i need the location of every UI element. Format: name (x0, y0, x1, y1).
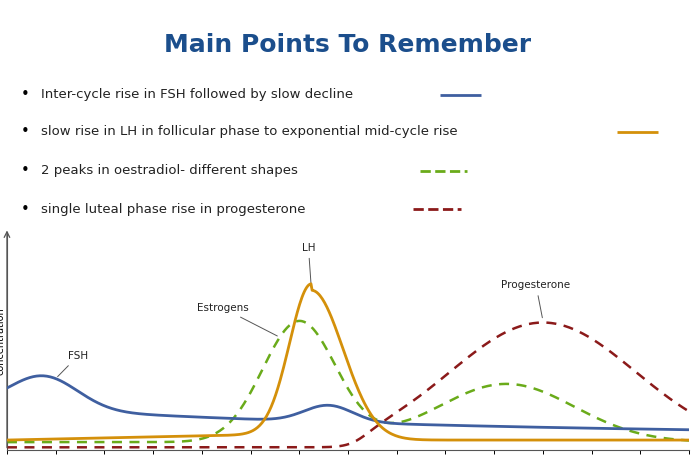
Text: •: • (21, 163, 29, 178)
Text: Inter-cycle rise in FSH followed by slow decline: Inter-cycle rise in FSH followed by slow… (41, 88, 353, 101)
Text: FSH: FSH (58, 351, 88, 377)
Text: •: • (21, 202, 29, 217)
Y-axis label: Hormone
concentration: Hormone concentration (0, 308, 6, 375)
Text: single luteal phase rise in progesterone: single luteal phase rise in progesterone (41, 203, 306, 216)
Text: Progesterone: Progesterone (501, 280, 571, 318)
Text: Main Points To Remember: Main Points To Remember (164, 33, 532, 57)
Text: Estrogens: Estrogens (197, 303, 277, 336)
Text: 2 peaks in oestradiol- different shapes: 2 peaks in oestradiol- different shapes (41, 164, 298, 177)
Text: •: • (21, 124, 29, 139)
Text: LH: LH (301, 243, 315, 288)
Text: •: • (21, 87, 29, 102)
Text: slow rise in LH in follicular phase to exponential mid-cycle rise: slow rise in LH in follicular phase to e… (41, 125, 458, 138)
